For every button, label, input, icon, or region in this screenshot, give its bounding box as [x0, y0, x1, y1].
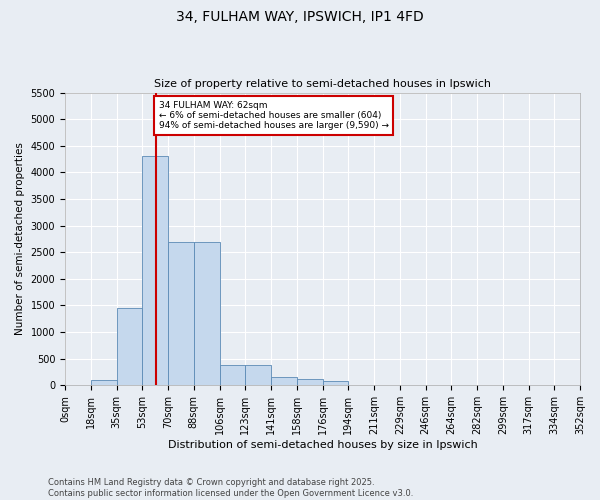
Title: Size of property relative to semi-detached houses in Ipswich: Size of property relative to semi-detach…	[154, 79, 491, 89]
Bar	[91, 380, 116, 386]
Bar	[323, 381, 348, 386]
Bar	[194, 242, 220, 386]
Bar	[271, 376, 297, 386]
Y-axis label: Number of semi-detached properties: Number of semi-detached properties	[15, 142, 25, 336]
Bar	[116, 308, 142, 386]
Text: Contains HM Land Registry data © Crown copyright and database right 2025.
Contai: Contains HM Land Registry data © Crown c…	[48, 478, 413, 498]
Bar	[245, 365, 271, 386]
Text: 34 FULHAM WAY: 62sqm
← 6% of semi-detached houses are smaller (604)
94% of semi-: 34 FULHAM WAY: 62sqm ← 6% of semi-detach…	[158, 100, 389, 130]
Bar	[220, 365, 245, 386]
Bar	[142, 156, 168, 386]
Bar	[168, 242, 194, 386]
Bar	[297, 380, 323, 386]
X-axis label: Distribution of semi-detached houses by size in Ipswich: Distribution of semi-detached houses by …	[167, 440, 478, 450]
Text: 34, FULHAM WAY, IPSWICH, IP1 4FD: 34, FULHAM WAY, IPSWICH, IP1 4FD	[176, 10, 424, 24]
